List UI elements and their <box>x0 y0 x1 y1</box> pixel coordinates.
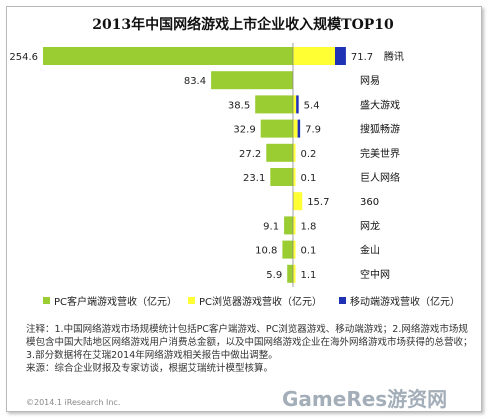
bar-browser <box>293 216 296 235</box>
notes-source: 来源：综合企业财报及专家访谈，根据艾瑞统计模型核算。 <box>26 363 274 374</box>
chart-title: 2013年中国网络游戏上市企业收入规模TOP10 <box>92 17 394 33</box>
category-label: 巨人网络 <box>360 171 400 184</box>
value-label-browser: 0.1 <box>301 173 317 184</box>
bar-mobile <box>297 119 301 138</box>
bar-browser <box>293 95 297 114</box>
category-label: 空中网 <box>360 268 390 281</box>
bar-browser <box>293 143 296 162</box>
value-label-browser: 7.9 <box>305 125 321 136</box>
value-label-browser: 1.1 <box>301 270 317 281</box>
category-label: 盛大游戏 <box>360 98 400 111</box>
value-label-browser: 0.2 <box>301 149 317 160</box>
legend-label-pc-client: PC客户端游戏营收（亿元） <box>54 297 178 308</box>
category-label: 金山 <box>360 244 380 257</box>
bar-browser <box>293 264 296 283</box>
bar-pc-client <box>266 143 293 162</box>
category-label: 网易 <box>360 75 380 87</box>
bar-browser <box>293 47 335 65</box>
legend-label-browser: PC浏览器游戏营收（亿元） <box>199 297 323 308</box>
value-label-browser: 5.4 <box>304 100 320 111</box>
bar-chart: 254.6 71.7 腾讯 83.4 网易 38.5 5.4 盛大游戏 32.9 7.9 搜狐畅游 2… <box>9 43 404 287</box>
category-label: 搜狐畅游 <box>360 123 400 136</box>
bar-pc-client <box>282 240 293 259</box>
value-label-browser: 0.1 <box>301 246 317 257</box>
bar-browser <box>293 119 298 138</box>
legend-swatch-browser <box>188 297 195 304</box>
bar-mobile <box>296 95 299 114</box>
chart-notes: 注释：1.中国网络游戏市场规模统计包括PC客户端游戏、PC浏览器游戏、移动端游戏… <box>26 323 474 375</box>
category-label: 网龙 <box>360 219 380 232</box>
value-label-browser: 1.8 <box>301 221 317 232</box>
legend-item-mobile: 移动端游戏营收（亿元） <box>339 293 460 308</box>
notes-annotation: 注释：1.中国网络游戏市场规模统计包括PC客户端游戏、PC浏览器游戏、移动端游戏… <box>26 324 473 361</box>
value-label-pc-client: 32.9 <box>233 125 255 136</box>
value-label-pc-client: 5.9 <box>266 270 282 281</box>
bar-mobile <box>335 47 346 65</box>
legend-item-pc-client: PC客户端游戏营收（亿元） <box>43 293 177 308</box>
watermark-logo: GameRes游资网 <box>282 387 448 411</box>
legend-label-mobile: 移动端游戏营收（亿元） <box>350 297 460 308</box>
bar-pc-client <box>211 71 293 90</box>
legend-swatch-mobile <box>339 297 346 304</box>
value-label-browser: 15.7 <box>307 197 329 208</box>
bar-browser <box>293 192 303 211</box>
value-label-pc-client: 9.1 <box>263 221 279 232</box>
value-label-pc-client: 10.8 <box>255 246 277 257</box>
legend-swatch-pc-client <box>43 297 50 304</box>
bar-pc-client <box>43 47 293 65</box>
copyright-text: ©2014.1 iResearch Inc. <box>26 398 121 407</box>
legend-item-browser: PC浏览器游戏营收（亿元） <box>188 293 322 308</box>
bar-pc-client <box>260 119 293 138</box>
bar-pc-client <box>255 95 293 114</box>
bar-pc-client <box>284 216 293 235</box>
bar-browser <box>293 240 296 259</box>
value-label-pc-client: 27.2 <box>239 149 261 160</box>
bar-browser <box>293 168 296 186</box>
value-label-browser: 71.7 <box>351 52 373 63</box>
value-label-pc-client: 23.1 <box>243 173 265 184</box>
value-label-pc-client: 83.4 <box>184 76 206 87</box>
bar-pc-client <box>270 168 293 186</box>
value-label-pc-client: 254.6 <box>9 52 38 63</box>
value-label-pc-client: 38.5 <box>228 100 250 111</box>
category-label: 完美世界 <box>360 147 400 160</box>
category-label: 腾讯 <box>384 50 404 63</box>
bar-pc-client <box>287 264 293 283</box>
category-label: 360 <box>360 197 379 208</box>
